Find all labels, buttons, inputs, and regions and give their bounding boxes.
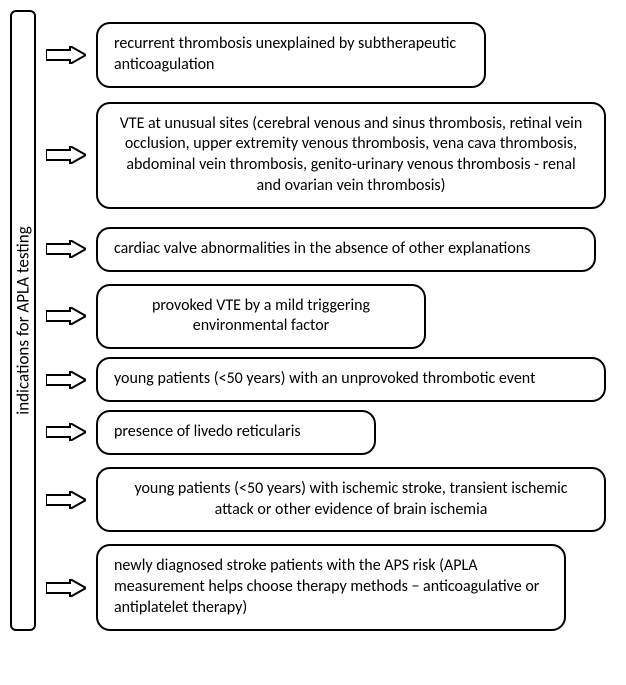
diagram-row: young patients (<50 years) with an unpro… bbox=[36, 357, 616, 402]
main-category-box: indications for APLA testing bbox=[10, 10, 36, 631]
diagram-row: recurrent thrombosis unexplained by subt… bbox=[36, 22, 616, 88]
arrow-icon bbox=[36, 307, 96, 325]
diagram-row: VTE at unusual sites (cerebral venous an… bbox=[36, 102, 616, 209]
indication-item: recurrent thrombosis unexplained by subt… bbox=[96, 22, 486, 88]
main-category-label: indications for APLA testing bbox=[13, 226, 34, 414]
indication-item: presence of livedo reticularis bbox=[96, 410, 376, 455]
items-container: recurrent thrombosis unexplained by subt… bbox=[36, 10, 616, 631]
indication-item: provoked VTE by a mild triggering enviro… bbox=[96, 284, 426, 350]
arrow-icon bbox=[36, 146, 96, 164]
arrow-icon bbox=[36, 46, 96, 64]
arrow-icon bbox=[36, 371, 96, 389]
indication-item: VTE at unusual sites (cerebral venous an… bbox=[96, 102, 606, 209]
diagram-row: presence of livedo reticularis bbox=[36, 410, 616, 455]
diagram-row: cardiac valve abnormalities in the absen… bbox=[36, 227, 616, 272]
diagram-row: newly diagnosed stroke patients with the… bbox=[36, 544, 616, 630]
indication-item: newly diagnosed stroke patients with the… bbox=[96, 544, 566, 630]
arrow-icon bbox=[36, 423, 96, 441]
indication-item: young patients (<50 years) with ischemic… bbox=[96, 467, 606, 533]
arrow-icon bbox=[36, 491, 96, 509]
indication-item: cardiac valve abnormalities in the absen… bbox=[96, 227, 596, 272]
diagram-row: provoked VTE by a mild triggering enviro… bbox=[36, 284, 616, 350]
diagram-row: young patients (<50 years) with ischemic… bbox=[36, 467, 616, 533]
arrow-icon bbox=[36, 579, 96, 597]
indication-item: young patients (<50 years) with an unpro… bbox=[96, 357, 606, 402]
arrow-icon bbox=[36, 240, 96, 258]
